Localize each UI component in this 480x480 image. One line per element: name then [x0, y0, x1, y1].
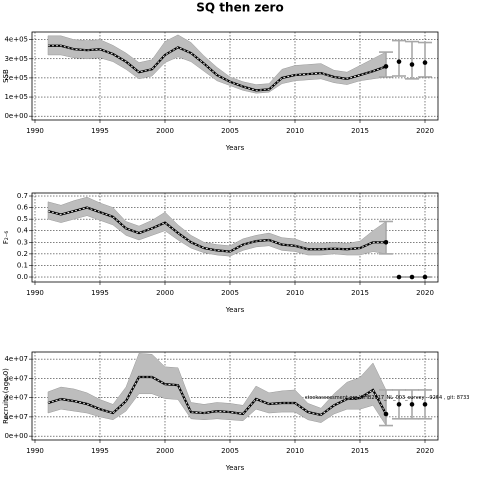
- y-tick-label: 0.3: [17, 238, 28, 246]
- y-axis-label: F₂₋₆: [2, 231, 10, 245]
- y-tick-label: 2e+07: [4, 394, 28, 402]
- confidence-band: [47, 353, 387, 427]
- x-tick-label: 1995: [91, 289, 109, 297]
- confidence-band: [47, 196, 387, 257]
- y-tick-label: 0e+00: [4, 112, 28, 120]
- x-tick-label: 1995: [91, 127, 109, 135]
- x-axis-label: Years: [225, 144, 245, 152]
- x-tick-label: 2005: [221, 447, 239, 455]
- projection-point: [409, 62, 415, 67]
- y-tick-label: 0.2: [17, 250, 28, 258]
- x-tick-label: 2000: [156, 447, 174, 455]
- panel: 1990 1995 2000 2005 2010 2015 2020 0e+00 1e+05 2e…: [2, 31, 439, 152]
- x-tick-label: 2015: [351, 289, 369, 297]
- x-tick-label: 2015: [351, 447, 369, 455]
- estimate-line-dash: [47, 45, 387, 91]
- annotation: stockassessment.org WHB2017_NL_003_surve…: [305, 395, 469, 401]
- projection-point: [422, 60, 428, 65]
- y-tick-label: 0.4: [17, 227, 29, 235]
- confidence-band: [47, 34, 387, 94]
- x-tick-label: 2000: [156, 289, 174, 297]
- y-tick-label: 0.1: [17, 261, 28, 269]
- y-tick-label: 3e+07: [4, 374, 28, 382]
- y-tick-label: 3e+05: [4, 55, 28, 63]
- projection-point: [422, 402, 428, 407]
- x-tick-label: 1990: [26, 127, 44, 135]
- projection-point: [422, 274, 428, 280]
- x-tick-label: 1990: [26, 289, 44, 297]
- y-tick-label: 0e+00: [4, 432, 28, 440]
- y-tick-label: 4e+07: [4, 355, 28, 363]
- projection-point: [383, 411, 389, 417]
- y-axis-label: SSB: [2, 69, 10, 83]
- y-tick-label: 0.0: [17, 273, 28, 281]
- projection-point: [383, 64, 389, 69]
- y-tick-label: 2e+05: [4, 74, 28, 82]
- projection-point: [409, 402, 415, 407]
- y-tick-label: 0.5: [17, 215, 28, 223]
- x-tick-label: 2005: [221, 127, 239, 135]
- projection-point: [409, 274, 415, 280]
- figure-title: SQ then zero: [196, 1, 283, 15]
- x-axis-label: Years: [225, 464, 245, 472]
- estimate-line-dash: [47, 376, 387, 416]
- y-tick-label: 4e+05: [4, 36, 28, 44]
- x-tick-label: 2015: [351, 127, 369, 135]
- y-tick-label: 0.6: [17, 204, 29, 212]
- projection-point: [383, 240, 389, 245]
- estimate-line: [47, 206, 386, 253]
- panel: 1990 1995 2000 2005 2010 2015 2020 0.0 0.1 0.2 0.3…: [2, 192, 439, 314]
- plot-frame: [31, 192, 439, 283]
- x-tick-label: 2010: [286, 289, 304, 297]
- x-tick-label: 2020: [416, 289, 434, 297]
- projection-point: [396, 274, 402, 280]
- y-tick-label: 0.7: [17, 192, 28, 200]
- x-tick-label: 2005: [221, 289, 239, 297]
- projection-point: [396, 402, 402, 407]
- panel: 1990 1995 2000 2005 2010 2015 2020 0e+00 1e+07 2e…: [2, 351, 469, 472]
- x-axis-label: Years: [225, 306, 245, 314]
- y-tick-label: 1e+07: [4, 413, 28, 421]
- projection-point: [396, 59, 402, 64]
- x-tick-label: 2020: [416, 447, 434, 455]
- plot-frame: [31, 351, 439, 441]
- x-tick-label: 1995: [91, 447, 109, 455]
- x-tick-label: 2000: [156, 127, 174, 135]
- x-tick-label: 2010: [286, 127, 304, 135]
- y-axis-label: Recruits (age 0): [2, 368, 10, 424]
- y-tick-label: 1e+05: [4, 93, 28, 101]
- x-tick-label: 1990: [26, 447, 44, 455]
- plot-frame: [31, 31, 439, 121]
- x-tick-label: 2010: [286, 447, 304, 455]
- x-tick-label: 2020: [416, 127, 434, 135]
